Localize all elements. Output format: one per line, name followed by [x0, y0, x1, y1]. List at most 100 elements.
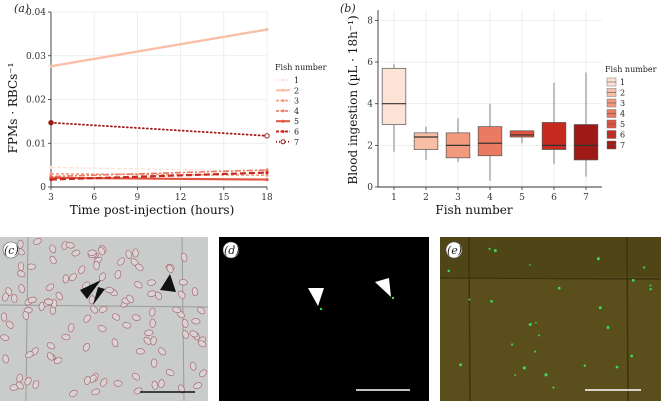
- legend-label-fish-5: 5: [294, 117, 299, 126]
- fluorescent-particle: [468, 298, 471, 301]
- x-tick-label: 7: [583, 193, 589, 203]
- box-fish-2: [413, 132, 439, 150]
- panel-d-label-badge: [222, 241, 240, 259]
- data-point-fish-6: [49, 177, 53, 182]
- arrowhead-icon: [80, 280, 101, 299]
- data-point-fish-3: [49, 172, 53, 176]
- fluorescent-particle: [630, 354, 634, 358]
- arrowhead-icon: [160, 274, 176, 292]
- data-point-fish-7: [48, 119, 54, 126]
- box-fish-1: [381, 67, 407, 125]
- red-blood-cell: [98, 305, 108, 313]
- red-blood-cell: [99, 272, 106, 282]
- fluorescent-particle: [510, 343, 514, 346]
- data-point-fish-7: [264, 133, 270, 139]
- legend-label-fish-5: 5: [620, 120, 625, 129]
- panel-b-x-axis-title: Fish number: [435, 203, 512, 217]
- red-blood-cell: [199, 369, 207, 378]
- fluorescent-particle: [319, 307, 323, 311]
- legend-marker-fish-5: [281, 119, 285, 123]
- red-blood-cell: [2, 292, 9, 302]
- red-blood-cell: [134, 281, 143, 289]
- red-blood-cell: [111, 313, 121, 321]
- red-blood-cell: [97, 325, 107, 332]
- red-blood-cell: [26, 263, 36, 270]
- red-blood-cell: [177, 290, 186, 299]
- panel-a-y-axis-title: FPMs · RBCs⁻¹: [6, 63, 20, 154]
- red-blood-cell: [93, 260, 100, 270]
- red-blood-cell: [151, 380, 158, 390]
- x-tick-label: 9: [135, 193, 141, 203]
- legend-label-fish-7: 7: [620, 141, 625, 150]
- red-blood-cell: [16, 270, 26, 278]
- x-tick-label: 6: [551, 193, 557, 203]
- panel-a-line-chart: (a) 00.010.020.030.043 6 9 12 15 18 Time post…: [6, 2, 327, 217]
- red-blood-cell: [122, 322, 132, 329]
- red-blood-cell: [125, 250, 133, 259]
- red-blood-cell: [132, 372, 141, 381]
- red-blood-cell: [191, 287, 199, 297]
- red-blood-cell: [100, 378, 108, 387]
- red-blood-cell: [113, 380, 123, 387]
- legend-label-fish-6: 6: [294, 128, 299, 137]
- legend-marker-fish-7: [280, 139, 286, 145]
- fluorescent-particle: [598, 306, 602, 310]
- legend-label-fish-1: 1: [294, 76, 299, 85]
- legend-label-fish-7: 7: [294, 138, 299, 147]
- panel-c-micrograph: (c): [0, 237, 208, 401]
- fluorescent-particle: [643, 266, 646, 269]
- red-blood-cell: [24, 377, 32, 386]
- fluorescent-particle: [447, 269, 451, 273]
- red-blood-cells: [0, 237, 207, 398]
- series-line-fish-3: [50, 173, 268, 176]
- panel-a-gridlines: [50, 11, 268, 188]
- red-blood-cell: [87, 249, 97, 256]
- red-blood-cell: [193, 382, 202, 389]
- data-point-fish-1: [49, 165, 53, 169]
- red-blood-cell: [158, 379, 165, 389]
- x-tick-label: 2: [423, 193, 429, 203]
- y-tick-label: 2: [367, 141, 373, 151]
- legend-label-fish-3: 3: [294, 97, 299, 106]
- fluorescent-particle: [522, 366, 526, 370]
- series-line-fish-7: [50, 121, 268, 137]
- red-blood-cell: [83, 342, 90, 352]
- series-line-fish-1: [50, 166, 268, 172]
- legend-label-fish-2: 2: [294, 86, 299, 95]
- fluorescent-particle: [391, 296, 395, 300]
- box-fish-5: [509, 130, 535, 138]
- red-blood-cell: [143, 336, 152, 345]
- panel-a-series: [48, 27, 270, 182]
- red-blood-cell: [61, 333, 71, 341]
- y-tick-label: 0.03: [26, 52, 46, 62]
- red-blood-cell: [131, 314, 141, 321]
- red-blood-cell: [69, 273, 77, 282]
- fluorescent-particle: [606, 326, 610, 330]
- series-line-fish-6: [50, 171, 268, 181]
- red-blood-cell: [83, 314, 91, 323]
- red-blood-cell: [147, 290, 157, 297]
- red-blood-cell: [46, 283, 55, 291]
- panel-a-x-axis-title: Time post-injection (hours): [70, 203, 235, 217]
- red-blood-cell: [90, 305, 98, 314]
- arrowhead-icon: [93, 287, 105, 305]
- red-blood-cell: [172, 306, 182, 314]
- x-tick-label: 15: [218, 193, 230, 203]
- x-tick-label: 6: [91, 193, 97, 203]
- panel-e-label-badge: [445, 241, 463, 259]
- legend-label-fish-1: 1: [620, 78, 625, 87]
- red-blood-cell: [135, 348, 145, 355]
- legend-marker-fish-1: [281, 78, 285, 82]
- red-blood-cell: [78, 265, 86, 274]
- x-tick-label: 18: [261, 193, 273, 203]
- fluorescent-particle: [488, 247, 491, 250]
- legend-marker-fish-2: [281, 88, 285, 92]
- legend-label-fish-2: 2: [620, 89, 625, 98]
- red-blood-cell: [135, 263, 144, 271]
- fluorescent-particle: [552, 386, 555, 389]
- red-blood-cell: [46, 342, 56, 350]
- red-blood-cell: [38, 301, 45, 311]
- red-blood-cell: [0, 334, 10, 341]
- red-blood-cell: [33, 237, 42, 245]
- red-blood-cell: [146, 279, 156, 286]
